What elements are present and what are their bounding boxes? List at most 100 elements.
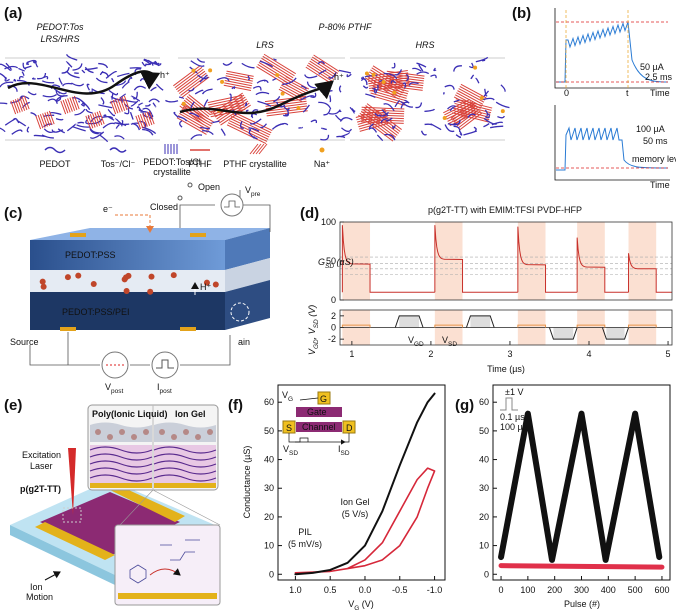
vsd-trace — [576, 324, 606, 328]
polymer-chain — [152, 102, 157, 108]
annotation: PIL — [298, 527, 312, 537]
polymer-chain — [341, 127, 353, 132]
polymer-chain — [408, 82, 419, 86]
vgd-fill — [606, 327, 625, 340]
label: Ion Gel — [175, 409, 206, 419]
subscript: SD — [289, 450, 298, 457]
polymer-chain — [263, 79, 269, 84]
polymer-chain — [320, 134, 330, 141]
polymer-chain — [147, 113, 154, 118]
polymer-chain — [475, 77, 480, 84]
text-part: V — [105, 382, 111, 392]
annotation: (5 mV/s) — [288, 539, 322, 549]
polymer-chain — [141, 61, 147, 67]
polymer-chain — [484, 113, 490, 119]
source-symbol — [220, 193, 244, 217]
polymer-chain — [470, 74, 475, 80]
text-part: V — [307, 348, 317, 355]
polymer-chain — [41, 80, 55, 84]
ion — [500, 109, 505, 114]
crystal-line — [208, 99, 244, 108]
crystal-line — [135, 115, 142, 130]
crystal-line — [180, 110, 211, 129]
polymer-chain — [84, 66, 94, 74]
crystal-line — [183, 104, 214, 123]
polymer-chain — [317, 61, 325, 65]
crystal-line — [230, 115, 271, 136]
polymer-chain — [53, 88, 68, 95]
polymer-chain — [365, 93, 376, 99]
ion — [442, 115, 447, 120]
crystal-line — [458, 88, 485, 103]
crystal-line — [174, 66, 203, 89]
polymer-chain — [74, 108, 86, 116]
molecule — [129, 539, 200, 584]
polymer-chain — [173, 111, 179, 118]
vgd-trace — [465, 315, 495, 328]
y-tick-label: 0 — [331, 295, 336, 305]
polymer-chain — [155, 83, 164, 91]
polymer-chain — [203, 99, 209, 107]
polymer-chain — [179, 120, 183, 128]
crystal-line — [257, 64, 290, 85]
crystal-line — [385, 77, 424, 84]
text-part: V — [282, 390, 288, 400]
crystal-line — [73, 95, 80, 110]
polymer-chain — [392, 124, 396, 129]
particle — [170, 272, 177, 279]
y-tick-label: 0 — [269, 569, 274, 579]
polymer-chain — [232, 109, 237, 116]
ion — [296, 106, 301, 111]
polymer-chain — [360, 77, 368, 86]
polymer-chain — [117, 72, 130, 78]
vgd-trace — [548, 327, 578, 340]
crystal-line — [371, 67, 406, 90]
electrode — [154, 483, 216, 488]
polymer-chain — [302, 104, 310, 113]
crystal-line — [44, 112, 51, 126]
crystal-line — [181, 76, 210, 98]
polymer-chain — [178, 96, 184, 100]
chain — [89, 474, 153, 482]
y-tick-label: 50 — [264, 426, 274, 436]
label: D — [346, 423, 353, 433]
polymer-chain — [132, 91, 138, 100]
x-tick-label: 1 — [349, 349, 354, 359]
polymer-chain — [449, 106, 455, 112]
polymer-chain — [453, 99, 460, 103]
vgd-fill — [553, 327, 574, 340]
polymer-chain — [121, 81, 130, 89]
spot — [62, 507, 82, 523]
x-tick-label: -1.0 — [427, 585, 443, 595]
polymer-chain — [16, 79, 30, 86]
ion — [381, 80, 386, 85]
crystal-line — [454, 102, 492, 114]
polymer-chain — [49, 112, 62, 116]
polymer-chain — [328, 72, 337, 79]
crystallite — [453, 83, 487, 112]
chain — [89, 446, 153, 454]
crystal-line — [386, 75, 424, 82]
polymer-chain — [108, 89, 119, 96]
polymer-chain — [58, 77, 63, 85]
x-axis-label: VG (V) — [348, 599, 374, 610]
polymer-chain — [0, 81, 14, 88]
ion — [275, 73, 280, 78]
polymer-chain — [483, 123, 490, 128]
inset-layer — [90, 445, 152, 485]
polymer-chain — [257, 100, 272, 107]
crystal-line — [181, 108, 212, 127]
subscript: post — [111, 388, 123, 395]
polymer-chain — [416, 71, 430, 75]
y-tick-label: 20 — [264, 512, 274, 522]
layer-label: PEDOT:PSS — [65, 250, 116, 260]
crystallite — [60, 95, 80, 115]
crystallite — [35, 110, 55, 130]
polymer-chain — [329, 95, 332, 103]
ion — [392, 90, 397, 95]
polymer-chain — [248, 127, 260, 132]
vsd-trace — [434, 324, 464, 328]
crystal-line — [459, 112, 483, 131]
polymer-chain — [72, 63, 83, 71]
polymer-chain — [103, 114, 107, 117]
